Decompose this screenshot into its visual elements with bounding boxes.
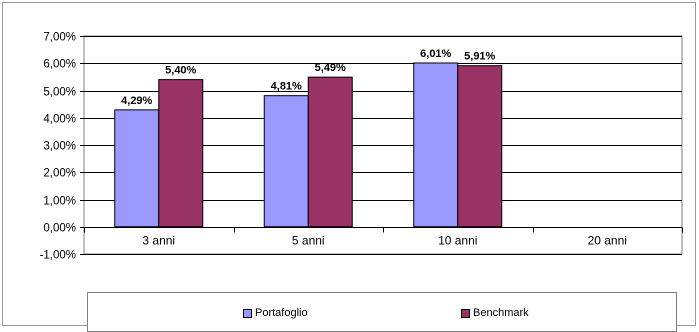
y-tick-label: 7,00% <box>43 32 76 44</box>
bar-benchmark <box>457 65 503 228</box>
data-label: 5,49% <box>315 62 346 74</box>
y-tick-label: 0,00% <box>43 223 76 235</box>
data-label: 5,91% <box>464 51 495 63</box>
legend: Portafoglio Benchmark <box>87 292 677 332</box>
x-category-label: 5 anni <box>292 234 325 248</box>
y-tick-label: 1,00% <box>43 196 76 208</box>
x-category-label: 20 anni <box>588 234 627 248</box>
y-tick-label: 3,00% <box>43 141 76 153</box>
x-category-label: 3 anni <box>142 234 175 248</box>
bar-portafoglio <box>263 95 309 228</box>
x-category-label: 10 anni <box>438 234 477 248</box>
y-tick-label: -1,00% <box>40 250 76 262</box>
legend-item-benchmark: Benchmark <box>461 307 529 319</box>
y-tick-label: 5,00% <box>43 87 76 99</box>
legend-item-portafoglio: Portafoglio <box>243 307 308 319</box>
data-label: 5,40% <box>165 65 196 77</box>
data-label: 4,81% <box>271 81 302 93</box>
bar-portafoglio <box>114 109 160 228</box>
y-tick-label: 4,00% <box>43 114 76 126</box>
legend-swatch-benchmark <box>461 308 470 318</box>
data-label: 6,01% <box>420 48 451 60</box>
legend-label-portafoglio: Portafoglio <box>255 307 308 319</box>
legend-swatch-portafoglio <box>243 308 252 318</box>
data-label: 4,29% <box>121 95 152 107</box>
bar-portafoglio <box>413 62 459 228</box>
y-tick-label: 6,00% <box>43 59 76 71</box>
y-tick-label: 2,00% <box>43 168 76 180</box>
legend-label-benchmark: Benchmark <box>473 307 529 319</box>
bar-benchmark <box>158 79 204 228</box>
bar-benchmark <box>307 76 353 228</box>
